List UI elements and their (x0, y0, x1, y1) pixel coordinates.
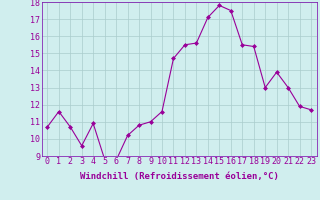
X-axis label: Windchill (Refroidissement éolien,°C): Windchill (Refroidissement éolien,°C) (80, 172, 279, 181)
